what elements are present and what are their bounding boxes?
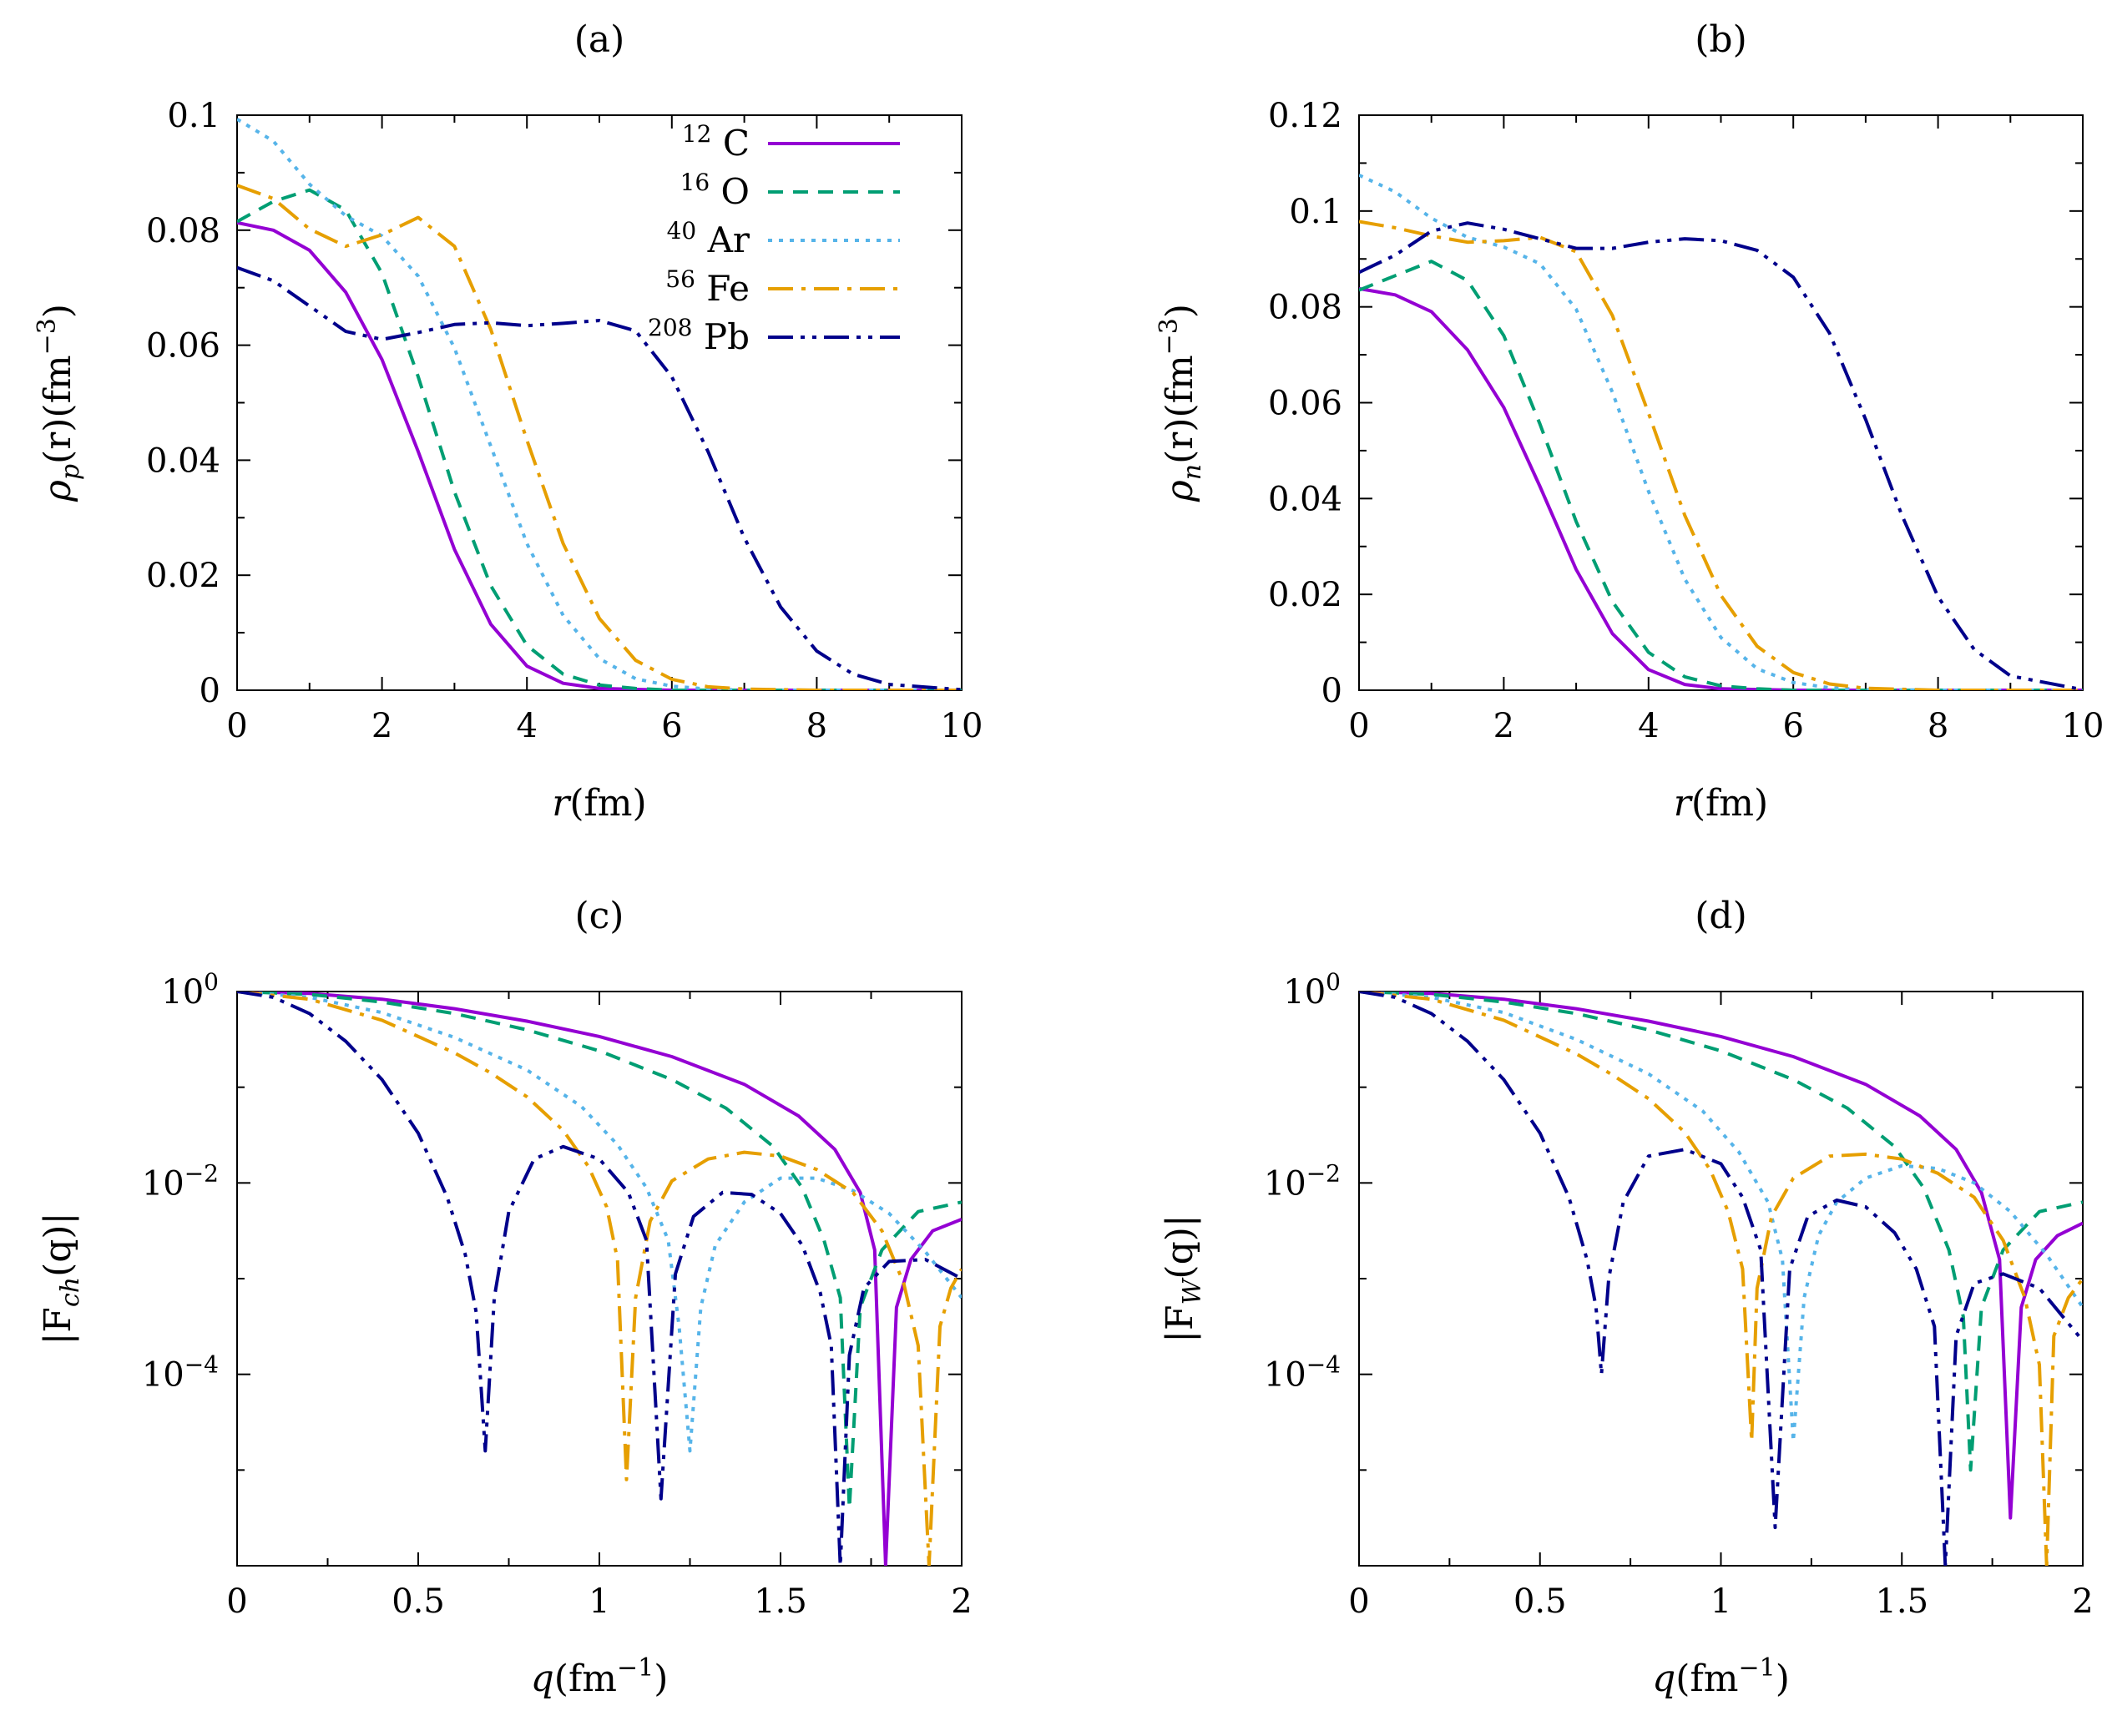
series-line-O bbox=[1359, 992, 2083, 1472]
x-tick-label: 0.5 bbox=[392, 1582, 445, 1621]
x-tick-label: 2 bbox=[1493, 707, 1514, 745]
series-line-C bbox=[1359, 992, 2083, 1520]
x-tick-label: 1 bbox=[589, 1582, 609, 1621]
series-line-Fe bbox=[237, 184, 962, 690]
series-line-C bbox=[237, 992, 962, 1566]
y-tick-label: 100 bbox=[161, 968, 219, 1012]
x-tick-label: 0 bbox=[1348, 1582, 1369, 1621]
series-line-Ar bbox=[237, 118, 962, 690]
x-tick-label: 1 bbox=[1710, 1582, 1731, 1621]
y-tick-label: 0.02 bbox=[1268, 576, 1342, 614]
series-group bbox=[1359, 173, 2083, 690]
x-tick-label: 2 bbox=[2072, 1582, 2093, 1621]
y-axis-label: |FW(q)| bbox=[1159, 1214, 1207, 1343]
y-tick-label: 0.04 bbox=[1268, 480, 1342, 518]
x-tick-label: 0 bbox=[226, 1582, 247, 1621]
panel-d: 0 0.5 1 1.5 2 100 10−2 10−4 (d) q(fm−1) |FW(q)| bbox=[1159, 895, 2094, 1700]
x-tick-label: 0.5 bbox=[1513, 1582, 1567, 1621]
y-tick-label: 0.06 bbox=[1268, 385, 1342, 423]
series-line-Fe bbox=[1359, 992, 2083, 1566]
y-axis-label: ρp(r)(fm−3) bbox=[33, 304, 85, 502]
legend-label-Ar: 40 Ar bbox=[667, 217, 750, 260]
x-tick-label: 1.5 bbox=[1875, 1582, 1928, 1621]
y-tick-label: 0.06 bbox=[146, 327, 220, 366]
series-line-Pb bbox=[237, 265, 962, 690]
series-line-O bbox=[237, 992, 962, 1511]
series-group bbox=[237, 992, 962, 1566]
series-line-Ar bbox=[1359, 992, 2083, 1443]
y-tick-label: 10−2 bbox=[142, 1159, 219, 1203]
x-tick-label: 6 bbox=[661, 707, 682, 745]
series-group bbox=[237, 118, 962, 690]
y-tick-label: 0.12 bbox=[1268, 97, 1342, 135]
x-tick-label: 8 bbox=[806, 707, 827, 745]
legend-label-C: 12 C bbox=[682, 120, 750, 164]
y-axis-label: |Fch(q)| bbox=[37, 1213, 85, 1345]
plot-frame bbox=[1358, 114, 2084, 691]
panel-b: 0 2 4 6 8 10 0 0.02 0.04 0.06 0.08 0.1 0.12 (b) r(fm) ρ… bbox=[1155, 18, 2104, 825]
series-line-Ar bbox=[1359, 173, 2083, 690]
x-tick-label: 1.5 bbox=[754, 1582, 807, 1621]
series-line-Pb bbox=[1359, 992, 2083, 1566]
x-tick-label: 0 bbox=[226, 707, 247, 745]
panel-title: (d) bbox=[1695, 895, 1747, 937]
x-axis-label: q(fm−1) bbox=[1652, 1653, 1790, 1700]
series-line-Fe bbox=[1359, 220, 2083, 690]
series-line-O bbox=[1359, 260, 2083, 690]
y-tick-label: 0 bbox=[200, 672, 220, 710]
y-tick-label: 0.1 bbox=[1289, 193, 1342, 231]
x-tick-label: 10 bbox=[2062, 707, 2104, 745]
x-tick-label: 4 bbox=[516, 707, 537, 745]
y-tick-label: 0.08 bbox=[146, 212, 220, 250]
x-axis-label: r(fm) bbox=[552, 782, 646, 825]
x-axis-label: q(fm−1) bbox=[531, 1653, 669, 1700]
x-axis-label: r(fm) bbox=[1674, 782, 1768, 825]
y-tick-label: 10−4 bbox=[1264, 1351, 1341, 1395]
y-tick-label: 0.02 bbox=[146, 557, 220, 595]
legend: 12 C 16 O 40 Ar 56 Fe 208 Pb bbox=[648, 120, 900, 357]
y-tick-label: 100 bbox=[1283, 968, 1341, 1012]
panel-a: 0 2 4 6 8 10 0 0.02 0.04 0.06 0.08 0.1 (a) r(fm) ρp(r)… bbox=[33, 18, 983, 825]
x-tick-label: 0 bbox=[1348, 707, 1369, 745]
y-tick-label: 0.08 bbox=[1268, 289, 1342, 327]
legend-label-Pb: 208 Pb bbox=[648, 314, 750, 357]
x-tick-label: 10 bbox=[941, 707, 983, 745]
series-line-C bbox=[1359, 286, 2083, 690]
series-line-Fe bbox=[237, 992, 962, 1566]
series-line-Pb bbox=[237, 992, 962, 1566]
legend-label-Fe: 56 Fe bbox=[665, 265, 750, 309]
x-tick-label: 4 bbox=[1638, 707, 1659, 745]
panel-title: (c) bbox=[575, 895, 624, 937]
y-tick-label: 0.04 bbox=[146, 442, 220, 480]
legend-label-O: 16 O bbox=[680, 169, 750, 212]
plot-frame bbox=[236, 114, 963, 691]
panel-title: (b) bbox=[1695, 18, 1747, 61]
series-line-C bbox=[237, 220, 962, 690]
y-axis-label: ρn(r)(fm−3) bbox=[1155, 304, 1207, 502]
y-tick-label: 10−4 bbox=[142, 1351, 219, 1395]
plot-frame bbox=[236, 991, 963, 1567]
series-line-Ar bbox=[237, 992, 962, 1453]
x-tick-label: 2 bbox=[371, 707, 392, 745]
panel-title: (a) bbox=[574, 18, 625, 61]
y-tick-label: 10−2 bbox=[1264, 1159, 1341, 1203]
x-tick-label: 8 bbox=[1928, 707, 1948, 745]
y-tick-label: 0.1 bbox=[167, 97, 220, 135]
y-tick-label: 0 bbox=[1321, 672, 1342, 710]
x-tick-label: 2 bbox=[951, 1582, 972, 1621]
series-group bbox=[1359, 992, 2083, 1566]
series-line-Pb bbox=[1359, 221, 2083, 690]
plot-frame bbox=[1358, 991, 2084, 1567]
x-tick-label: 6 bbox=[1782, 707, 1803, 745]
panel-c: 0 0.5 1 1.5 2 100 10−2 10−4 (c) q(fm−1) |Fch(q)| bbox=[37, 895, 973, 1700]
